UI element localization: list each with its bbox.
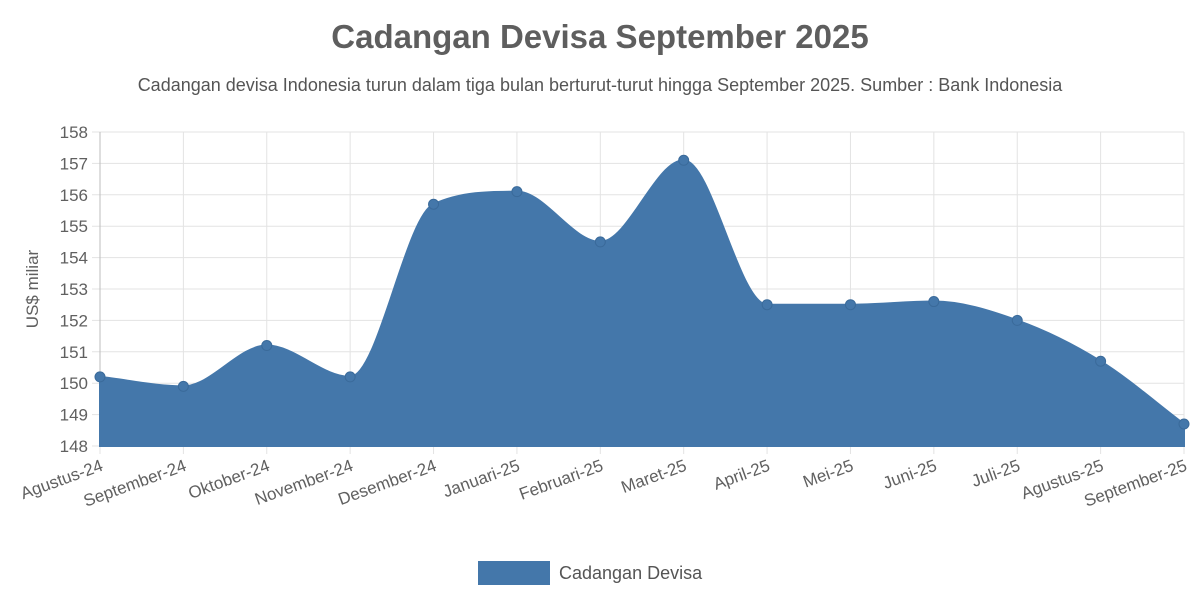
y-tick-label: 152	[60, 311, 88, 330]
x-tick-label: Februari-25	[517, 456, 606, 504]
y-tick-label: 156	[60, 186, 88, 205]
data-point[interactable]	[594, 236, 606, 248]
y-tick-label: 149	[60, 406, 88, 425]
x-tick-label: April-25	[711, 456, 773, 494]
data-point[interactable]	[761, 299, 773, 311]
x-tick-label: Januari-25	[440, 456, 522, 501]
x-tick-labels: Agustus-24September-24Oktober-24November…	[18, 456, 1189, 511]
x-tick-label: Juli-25	[969, 456, 1023, 491]
data-point[interactable]	[511, 186, 523, 198]
series-points	[94, 154, 1190, 430]
legend-swatch	[478, 561, 550, 585]
y-tick-labels: 148 149 150 151 152 153 154 155 156 157 158	[60, 123, 88, 456]
chart-title: Cadangan Devisa September 2025	[331, 18, 869, 55]
data-point[interactable]	[428, 198, 440, 210]
y-tick-label: 154	[60, 249, 88, 268]
y-tick-label: 151	[60, 343, 88, 362]
data-point[interactable]	[928, 296, 940, 308]
data-point[interactable]	[1011, 314, 1023, 326]
y-tick-label: 158	[60, 123, 88, 142]
chart-subtitle: Cadangan devisa Indonesia turun dalam ti…	[137, 75, 1063, 95]
data-point[interactable]	[1178, 418, 1190, 430]
y-axis-title: US$ miliar	[23, 249, 42, 328]
data-point[interactable]	[344, 371, 356, 383]
data-point[interactable]	[177, 380, 189, 392]
y-tick-label: 155	[60, 217, 88, 236]
y-tick-label: 148	[60, 437, 88, 456]
series-area	[99, 159, 1185, 447]
data-point[interactable]	[844, 299, 856, 311]
y-tick-label: 153	[60, 280, 88, 299]
x-tick-label: Mei-25	[800, 456, 855, 492]
legend-label: Cadangan Devisa	[559, 562, 703, 583]
data-point[interactable]	[678, 154, 690, 166]
y-tick-label: 150	[60, 374, 88, 393]
data-point[interactable]	[261, 340, 273, 352]
data-point[interactable]	[1095, 355, 1107, 367]
x-tick-label: Juni-25	[880, 456, 939, 493]
data-point[interactable]	[94, 371, 106, 383]
area-chart: 148 149 150 151 152 153 154 155 156 157 158 Agustu…	[18, 123, 1190, 511]
legend[interactable]: Cadangan Devisa	[478, 560, 702, 586]
y-tick-label: 157	[60, 154, 88, 173]
x-tick-label: Maret-25	[619, 456, 689, 497]
